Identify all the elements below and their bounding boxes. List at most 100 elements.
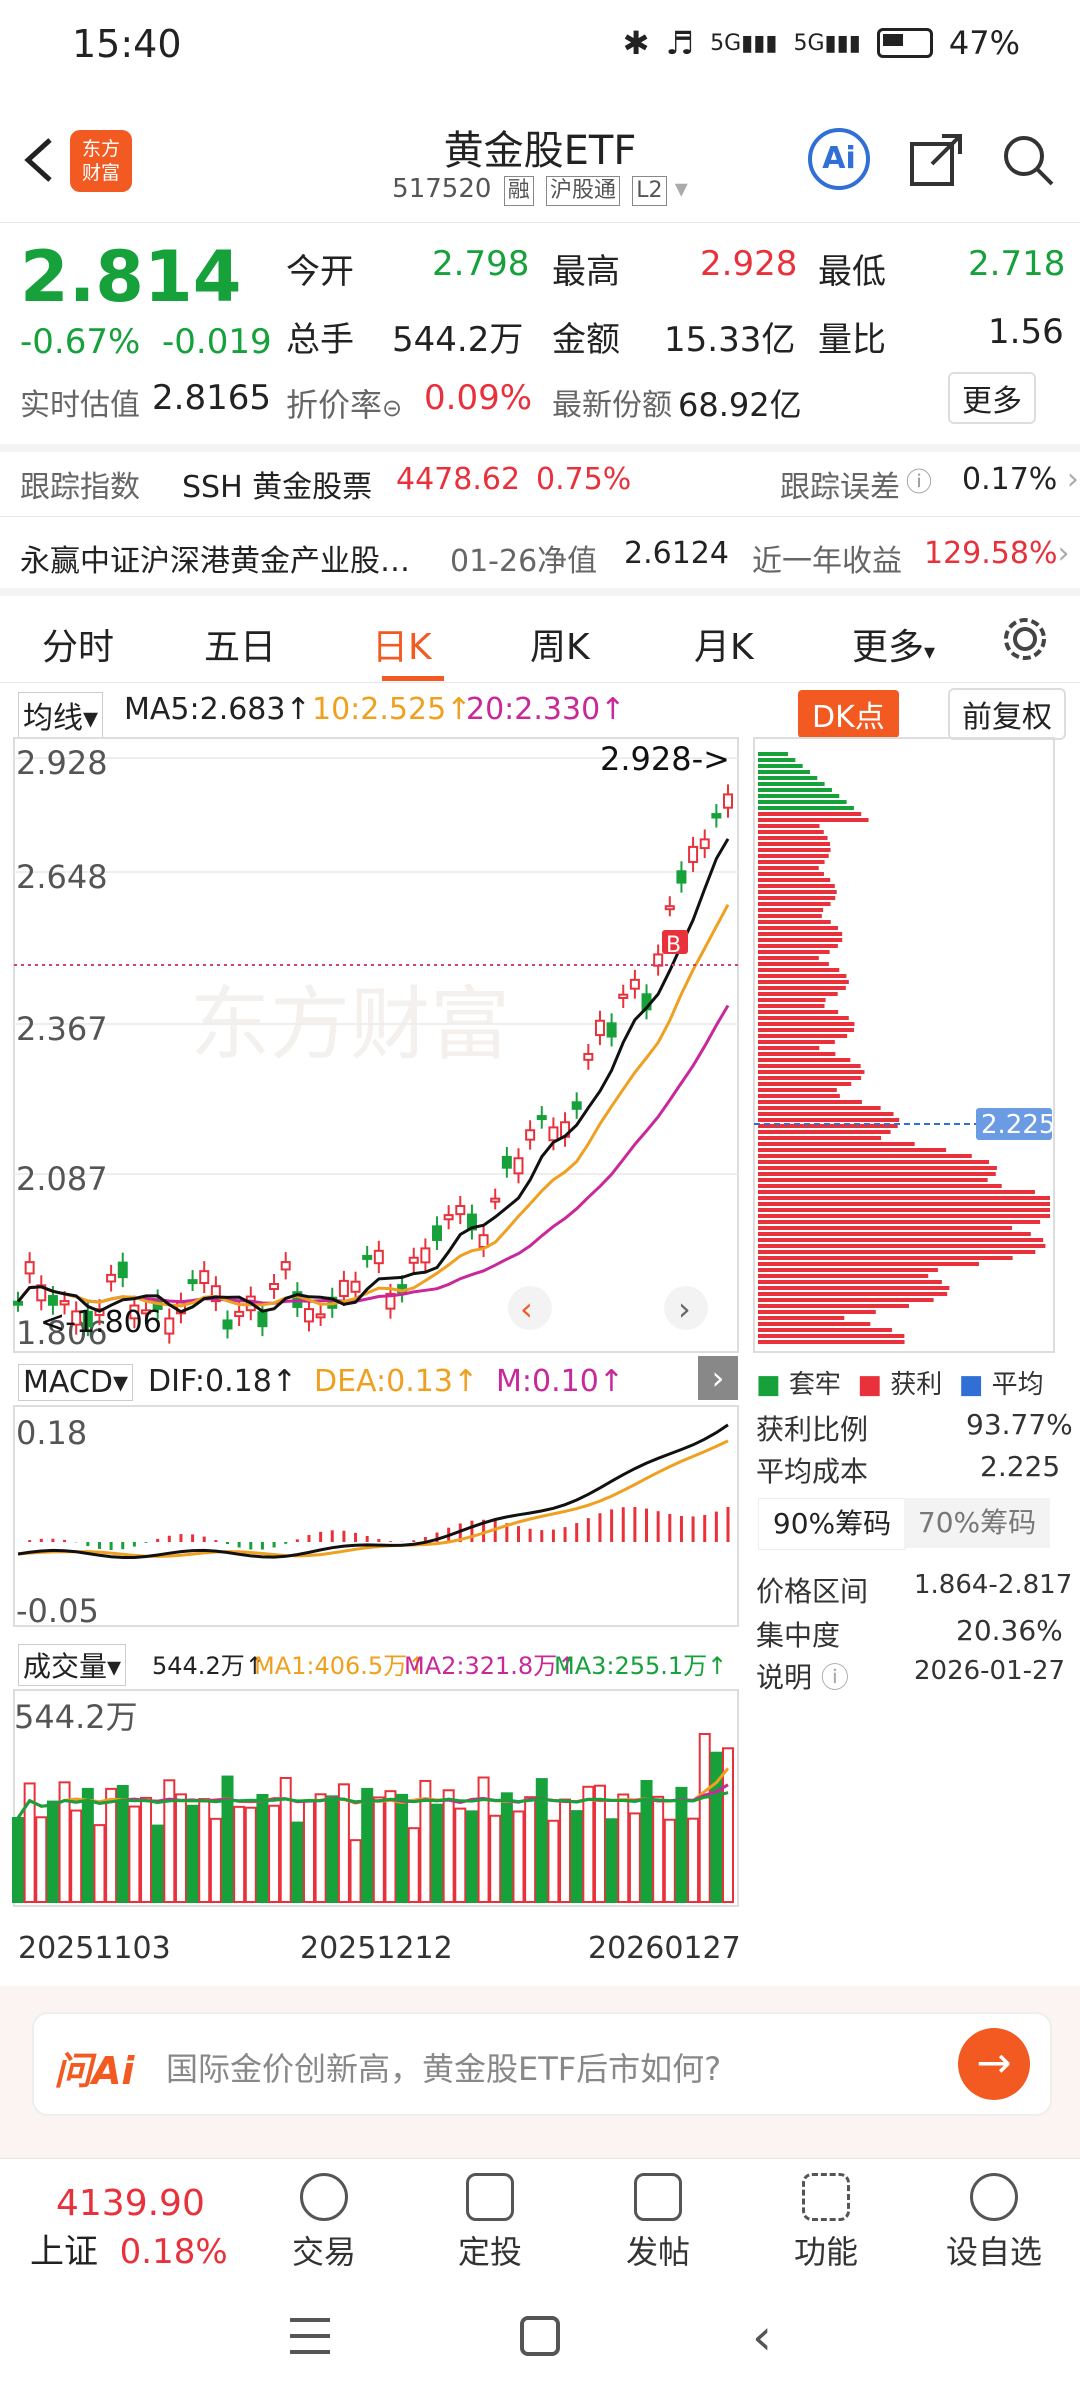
candle-body xyxy=(408,1256,419,1264)
prev-button[interactable] xyxy=(508,1286,552,1330)
macd-bottom-label: -0.05 xyxy=(16,1592,99,1630)
high-value: 2.928 xyxy=(700,244,798,284)
chart-settings-button[interactable] xyxy=(1000,614,1050,668)
info-icon[interactable]: ⊝ xyxy=(382,394,403,422)
divider xyxy=(0,516,1080,517)
tab-monthly-k[interactable]: 月K xyxy=(694,627,754,668)
tab-weekly-k[interactable]: 周K xyxy=(530,627,590,668)
ai-submit-button[interactable]: → xyxy=(958,2028,1030,2100)
chip-bar xyxy=(758,872,824,876)
chip-bar xyxy=(758,1124,898,1128)
tab-intraday[interactable]: 分时 xyxy=(42,627,115,668)
volume-bar xyxy=(524,1796,537,1904)
chip-bar xyxy=(758,1022,855,1026)
chip-bar xyxy=(758,1292,948,1296)
volume-bar xyxy=(652,1795,665,1903)
volume-bar xyxy=(174,1793,187,1903)
security-code: 517520 xyxy=(392,174,492,204)
volume-bar xyxy=(431,1803,444,1903)
volume-bar xyxy=(617,1793,630,1903)
tracking-index-change: 0.75% xyxy=(536,462,632,497)
status-bar: 15:40 ✱ ♬ 5G▮▮▮ 5G▮▮▮ 47% xyxy=(0,0,1080,92)
chip-bar xyxy=(758,992,838,996)
ai-prompt: 国际金价创新高，黄金股ETF后市如何? xyxy=(166,2050,722,2088)
share-button[interactable] xyxy=(908,132,964,188)
back-nav-button[interactable]: ‹ xyxy=(752,2308,772,2366)
chip-bar xyxy=(758,1100,862,1104)
date-label-3: 20260127 xyxy=(588,1931,741,1966)
volume-bar xyxy=(209,1817,222,1903)
chip-tab-90[interactable]: 90%筹码 xyxy=(758,1498,906,1550)
chip-bar xyxy=(758,1280,942,1284)
nav-add-watchlist[interactable]: 设自选 xyxy=(924,2173,1064,2273)
volume-bar xyxy=(23,1782,36,1904)
nav-trade[interactable]: 交易 xyxy=(254,2173,394,2273)
dk-point-button[interactable]: DK点 xyxy=(798,690,899,738)
chip-bar xyxy=(758,1178,988,1182)
next-button[interactable] xyxy=(664,1286,708,1330)
chip-bar xyxy=(758,1076,862,1080)
tab-five-day[interactable]: 五日 xyxy=(204,627,277,668)
tab-more[interactable]: 更多▾ xyxy=(852,627,936,668)
volume-bar xyxy=(128,1805,141,1904)
chip-bar xyxy=(758,830,824,834)
chip-bar xyxy=(758,1154,972,1158)
candle-body xyxy=(315,1313,326,1319)
note-label[interactable]: 说明 ⓘ xyxy=(756,1661,849,1694)
ai-button[interactable]: Ai xyxy=(808,128,870,190)
candle-body xyxy=(106,1273,117,1283)
candle-body xyxy=(222,1319,233,1330)
candle-body xyxy=(164,1317,175,1335)
candle-body xyxy=(373,1249,384,1265)
chip-bar xyxy=(758,824,820,828)
chip-bar xyxy=(758,1112,894,1116)
chip-frame xyxy=(753,737,1055,1353)
chip-bar xyxy=(758,1328,892,1332)
chip-bar xyxy=(758,1046,820,1050)
back-button[interactable] xyxy=(18,130,58,190)
divider xyxy=(0,682,1080,683)
candle-body xyxy=(548,1126,559,1142)
tracking-error-value[interactable]: 0.17% › xyxy=(962,462,1079,497)
volume-bar xyxy=(151,1824,164,1903)
nav-functions[interactable]: 功能 xyxy=(756,2173,896,2273)
nav-post[interactable]: 发帖 xyxy=(588,2173,728,2273)
chip-bar xyxy=(758,1088,837,1092)
index-ticker[interactable]: 4139.90 上证 0.18% xyxy=(30,2183,250,2273)
tracking-error-info-icon[interactable]: ⓘ xyxy=(906,468,933,498)
volume-bar xyxy=(663,1818,676,1904)
candle-body xyxy=(199,1270,210,1285)
chip-bar xyxy=(758,758,796,762)
security-code-row[interactable]: 517520 融 沪股通 L2 ▾ xyxy=(0,174,1080,206)
volume-bar xyxy=(58,1781,71,1904)
chip-bar xyxy=(758,1304,909,1308)
ai-question-box[interactable]: 问Ai 国际金价创新高，黄金股ETF后市如何? → xyxy=(32,2012,1052,2116)
dif-legend: DIF:0.18↑ xyxy=(148,1364,297,1399)
fund-name[interactable]: 永赢中证沪深港黄金产业股… xyxy=(20,544,410,579)
volume-bar xyxy=(454,1807,467,1903)
tab-daily-k[interactable]: 日K xyxy=(372,627,432,668)
chip-bar xyxy=(758,806,854,810)
return-value[interactable]: 129.58%› xyxy=(924,536,1070,571)
search-button[interactable] xyxy=(1000,132,1056,188)
price-range-value: 1.864-2.817 xyxy=(914,1570,1073,1600)
volume-bar xyxy=(337,1783,350,1903)
legend-average: ■ 平均 xyxy=(958,1370,1044,1400)
volume-select[interactable]: 成交量▾ xyxy=(18,1644,127,1686)
dif-line xyxy=(17,1423,729,1559)
chip-bar xyxy=(758,1208,1050,1212)
chip-bar xyxy=(758,920,831,924)
nav-auto-invest[interactable]: 定投 xyxy=(420,2173,560,2273)
candle-body xyxy=(303,1308,314,1323)
menu-nav-button[interactable] xyxy=(290,2318,330,2354)
system-nav-bar: ‹ xyxy=(0,2278,1080,2400)
collapse-panel-button[interactable]: › xyxy=(698,1356,738,1400)
home-nav-button[interactable] xyxy=(520,2316,560,2356)
volume-bar xyxy=(163,1779,176,1903)
chip-bar xyxy=(758,1214,1050,1218)
more-button[interactable]: 更多 xyxy=(948,372,1036,424)
tracking-index-name[interactable]: SSH 黄金股票 xyxy=(182,470,373,505)
chip-tab-70[interactable]: 70%筹码 xyxy=(904,1498,1050,1548)
macd-select[interactable]: MACD▾ xyxy=(18,1364,133,1401)
